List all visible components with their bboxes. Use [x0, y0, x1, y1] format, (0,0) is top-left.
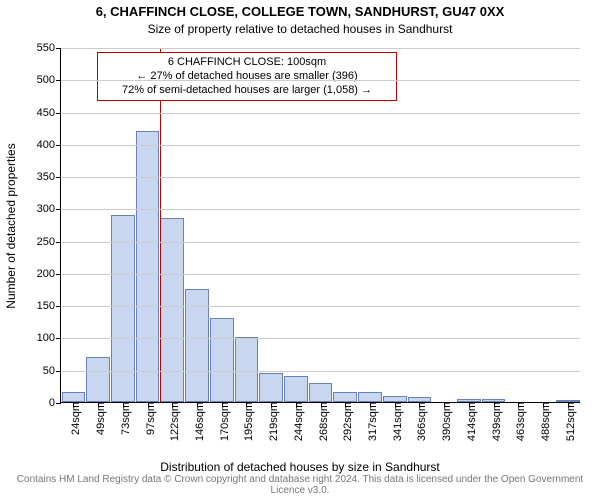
gridline: [61, 177, 580, 178]
x-axis-label: Distribution of detached houses by size …: [0, 460, 600, 474]
bar: [111, 215, 135, 402]
x-tick-label: 97sqm: [139, 402, 157, 435]
y-tick-label: 300: [37, 203, 61, 215]
x-tick-label: 244sqm: [287, 402, 305, 441]
gridline: [61, 338, 580, 339]
x-tick-label: 49sqm: [89, 402, 107, 435]
gridline: [61, 371, 580, 372]
bar-slot: 390sqm: [432, 48, 457, 402]
gridline: [61, 209, 580, 210]
bar-slot: 24sqm: [61, 48, 86, 402]
x-tick-label: 146sqm: [188, 402, 206, 441]
gridline: [61, 145, 580, 146]
x-tick-label: 268sqm: [312, 402, 330, 441]
y-tick-label: 200: [37, 268, 61, 280]
annotation-line-2: ← 27% of detached houses are smaller (39…: [104, 70, 390, 84]
bar-slot: 463sqm: [506, 48, 531, 402]
bar-slot: 488sqm: [531, 48, 556, 402]
y-axis-label: Number of detached properties: [4, 143, 18, 308]
bar: [86, 357, 110, 402]
bar-slot: 414sqm: [457, 48, 482, 402]
gridline: [61, 306, 580, 307]
plot-area: 24sqm49sqm73sqm97sqm122sqm146sqm170sqm19…: [60, 48, 580, 403]
x-tick-label: 24sqm: [64, 402, 82, 435]
chart-subtitle: Size of property relative to detached ho…: [0, 22, 600, 36]
x-tick-label: 366sqm: [410, 402, 428, 441]
y-tick-label: 550: [37, 42, 61, 54]
bar-slot: 439sqm: [481, 48, 506, 402]
y-tick-label: 500: [37, 74, 61, 86]
y-tick-label: 400: [37, 139, 61, 151]
bar-slot: 512sqm: [555, 48, 580, 402]
y-tick-label: 450: [37, 107, 61, 119]
x-tick-label: 317sqm: [361, 402, 379, 441]
x-tick-label: 341sqm: [386, 402, 404, 441]
x-tick-label: 195sqm: [237, 402, 255, 441]
figure: 6, CHAFFINCH CLOSE, COLLEGE TOWN, SANDHU…: [0, 0, 600, 500]
bar: [284, 376, 308, 402]
bar: [160, 218, 184, 402]
x-tick-label: 463sqm: [509, 402, 527, 441]
bar: [62, 392, 86, 402]
gridline: [61, 242, 580, 243]
bar: [358, 392, 382, 402]
x-tick-label: 390sqm: [435, 402, 453, 441]
gridline: [61, 113, 580, 114]
gridline: [61, 80, 580, 81]
gridline: [61, 274, 580, 275]
x-tick-label: 170sqm: [213, 402, 231, 441]
bar-slot: 366sqm: [407, 48, 432, 402]
x-tick-label: 512sqm: [559, 402, 577, 441]
x-tick-label: 488sqm: [534, 402, 552, 441]
x-tick-label: 219sqm: [262, 402, 280, 441]
annotation-box: 6 CHAFFINCH CLOSE: 100sqm ← 27% of detac…: [97, 52, 397, 101]
y-tick-label: 350: [37, 171, 61, 183]
bar: [210, 318, 234, 402]
x-tick-label: 439sqm: [485, 402, 503, 441]
y-tick-label: 50: [43, 365, 61, 377]
x-tick-label: 292sqm: [336, 402, 354, 441]
annotation-line-1: 6 CHAFFINCH CLOSE: 100sqm: [104, 56, 390, 70]
y-tick-label: 250: [37, 236, 61, 248]
x-tick-label: 122sqm: [163, 402, 181, 441]
copyright-text: Contains HM Land Registry data © Crown c…: [0, 474, 600, 496]
bar: [136, 131, 160, 402]
chart-title: 6, CHAFFINCH CLOSE, COLLEGE TOWN, SANDHU…: [0, 4, 600, 19]
gridline: [61, 48, 580, 49]
y-tick-label: 100: [37, 332, 61, 344]
x-tick-label: 73sqm: [114, 402, 132, 435]
x-tick-label: 414sqm: [460, 402, 478, 441]
bar: [259, 373, 283, 402]
y-tick-label: 0: [49, 397, 61, 409]
y-tick-label: 150: [37, 300, 61, 312]
bar: [309, 383, 333, 402]
bar: [333, 392, 357, 402]
annotation-line-3: 72% of semi-detached houses are larger (…: [104, 84, 390, 98]
